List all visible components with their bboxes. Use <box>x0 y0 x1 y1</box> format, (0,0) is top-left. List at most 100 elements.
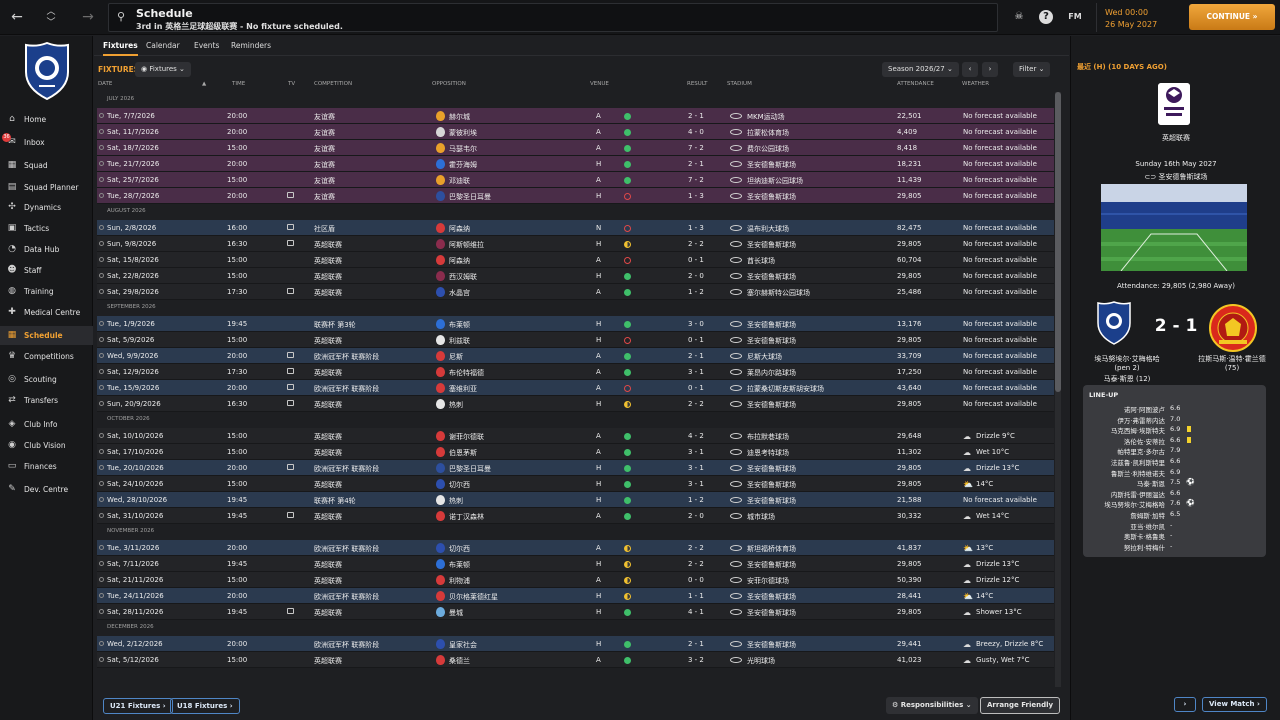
sidebar-item-schedule[interactable]: ▦ Schedule <box>0 326 93 345</box>
table-row[interactable]: Wed, 2/12/2026 20:00 欧洲冠军杯 联赛阶段 皇家社会 H 2 - 1 圣… <box>97 636 1054 652</box>
sidebar-item-competitions[interactable]: ♛ Competitions <box>0 347 93 366</box>
col-result[interactable]: RESULT <box>687 81 708 87</box>
fixture-opponent[interactable]: 阿斯顿维拉 <box>449 241 484 249</box>
row-select-icon[interactable] <box>99 257 104 262</box>
table-row[interactable]: Tue, 20/10/2026 20:00 欧洲冠军杯 联赛阶段 巴黎圣日耳曼 H 3 -… <box>97 460 1054 476</box>
fixture-opponent[interactable]: 布莱顿 <box>449 561 470 569</box>
fixture-opponent[interactable]: 尼斯 <box>449 353 463 361</box>
fixture-opponent[interactable]: 利物浦 <box>449 577 470 585</box>
fixture-opponent[interactable]: 布莱顿 <box>449 321 470 329</box>
row-select-icon[interactable] <box>99 353 104 358</box>
date-display[interactable]: Wed 00:00 26 May 2027 <box>1096 3 1178 32</box>
fixture-competition[interactable]: 英超联赛 <box>314 561 342 569</box>
table-row[interactable]: Sun, 2/8/2026 16:00 社区盾 阿森纳 N 1 - 3 温布利大球场 82,4… <box>97 220 1054 236</box>
fixture-competition[interactable]: 英超联赛 <box>314 657 342 665</box>
fixture-score[interactable]: 0 - 1 <box>688 336 704 344</box>
table-row[interactable]: Tue, 1/9/2026 19:45 联赛杯 第3轮 布莱顿 H 3 - 0 圣安德鲁斯球… <box>97 316 1054 332</box>
row-select-icon[interactable] <box>99 401 104 406</box>
player-name[interactable]: 内斯托雷·伊丽温达 <box>1110 490 1165 499</box>
fixture-score[interactable]: 3 - 1 <box>688 464 704 472</box>
fixture-score[interactable]: 0 - 0 <box>688 576 704 584</box>
fixture-competition[interactable]: 友谊赛 <box>314 161 335 169</box>
search-bar[interactable]: ⚲ Schedule 3rd in 英格兰足球超级联赛 - No fixture… <box>108 3 998 32</box>
lineup-player[interactable]: 鲁斯兰·利特维诺夫 6.9 <box>1083 468 1266 478</box>
row-select-icon[interactable] <box>99 145 104 150</box>
next-season-button[interactable]: › <box>982 62 998 77</box>
sidebar-item-squad-planner[interactable]: ▤ Squad Planner <box>0 178 93 197</box>
lineup-player[interactable]: 詹姆斯·加特 6.5 <box>1083 510 1266 520</box>
help-icon[interactable]: ? <box>1039 10 1053 24</box>
fixture-score[interactable]: 2 - 1 <box>688 160 704 168</box>
fixture-competition[interactable]: 英超联赛 <box>314 401 342 409</box>
fixture-opponent[interactable]: 赫尔城 <box>449 113 470 121</box>
view-match-button[interactable]: View Match › <box>1202 697 1267 712</box>
tab-reminders[interactable]: Reminders <box>231 41 271 50</box>
row-select-icon[interactable] <box>99 513 104 518</box>
fixture-competition[interactable]: 欧洲冠军杯 联赛阶段 <box>314 353 380 361</box>
fixture-opponent[interactable]: 水晶宫 <box>449 289 470 297</box>
fixture-score[interactable]: 3 - 2 <box>688 656 704 664</box>
player-name[interactable]: 亚当·维尔凯 <box>1130 522 1165 531</box>
table-row[interactable]: Tue, 7/7/2026 20:00 友谊赛 赫尔城 A 2 - 1 MKM运动场 22,5… <box>97 108 1054 124</box>
lineup-player[interactable]: 洛伦佐·安蒂拉 6.6 <box>1083 436 1266 446</box>
table-row[interactable]: Sat, 29/8/2026 17:30 英超联赛 水晶宫 A 1 - 2 塞尔赫斯特公园球… <box>97 284 1054 300</box>
table-row[interactable]: Sat, 17/10/2026 15:00 英超联赛 伯恩茅斯 A 3 - 1 迪恩考特球场… <box>97 444 1054 460</box>
fixture-opponent[interactable]: 热刺 <box>449 401 463 409</box>
fixture-score[interactable]: 1 - 3 <box>688 224 704 232</box>
lineup-player[interactable]: 法兹鲁·凯利斯特里 6.6 <box>1083 457 1266 467</box>
player-name[interactable]: 鲁斯兰·利特维诺夫 <box>1110 469 1165 478</box>
fixture-competition[interactable]: 英超联赛 <box>314 433 342 441</box>
fixture-competition[interactable]: 英超联赛 <box>314 577 342 585</box>
fixture-score[interactable]: 2 - 2 <box>688 240 704 248</box>
lineup-player[interactable]: 努拉利·特梅什 - <box>1083 542 1266 552</box>
fixture-competition[interactable]: 友谊赛 <box>314 193 335 201</box>
fixture-competition[interactable]: 联赛杯 第4轮 <box>314 497 356 505</box>
fixture-score[interactable]: 3 - 1 <box>688 480 704 488</box>
row-select-icon[interactable] <box>99 385 104 390</box>
table-row[interactable]: Tue, 21/7/2026 20:00 友谊赛 霍芬海姆 H 2 - 1 圣安德鲁斯球场 1… <box>97 156 1054 172</box>
fixture-competition[interactable]: 欧洲冠军杯 联赛阶段 <box>314 385 380 393</box>
col-attendance[interactable]: ATTENDANCE <box>897 81 934 87</box>
season-select[interactable]: Season 2026/27 ⌄ <box>882 62 959 77</box>
col-date[interactable]: DATE <box>98 81 113 87</box>
table-row[interactable]: Sat, 10/10/2026 15:00 英超联赛 谢菲尔德联 A 4 - 2 布拉默巷球… <box>97 428 1054 444</box>
fixture-opponent[interactable]: 巴黎圣日耳曼 <box>449 465 491 473</box>
sidebar-item-transfers[interactable]: ⇄ Transfers <box>0 391 93 410</box>
row-select-icon[interactable] <box>99 193 104 198</box>
fixture-score[interactable]: 2 - 0 <box>688 512 704 520</box>
fixture-competition[interactable]: 英超联赛 <box>314 273 342 281</box>
table-row[interactable]: Tue, 3/11/2026 20:00 欧洲冠军杯 联赛阶段 切尔西 A 2 - 2 斯坦… <box>97 540 1054 556</box>
table-row[interactable]: Tue, 24/11/2026 20:00 欧洲冠军杯 联赛阶段 贝尔格莱德红星 H 1 … <box>97 588 1054 604</box>
lineup-player[interactable]: 埃马努埃尔·艾梅格哈 7.6 ⚽ <box>1083 499 1266 509</box>
continue-button[interactable]: CONTINUE » <box>1189 4 1275 30</box>
sidebar-item-medical-centre[interactable]: ✚ Medical Centre <box>0 303 93 322</box>
history-down-icon[interactable]: ﹀ <box>46 18 56 28</box>
sidebar-item-tactics[interactable]: ▣ Tactics <box>0 219 93 238</box>
table-row[interactable]: Sat, 22/8/2026 15:00 英超联赛 西汉姆联 H 2 - 0 圣安德鲁斯球场… <box>97 268 1054 284</box>
table-row[interactable]: Sat, 25/7/2026 15:00 友谊赛 邓迪联 A 7 - 2 坦纳迪斯公园球场 1… <box>97 172 1054 188</box>
tab-calendar[interactable]: Calendar <box>146 41 180 50</box>
skull-icon[interactable]: ☠ <box>1014 11 1024 22</box>
fixture-opponent[interactable]: 切尔西 <box>449 545 470 553</box>
col-tv[interactable]: TV <box>288 81 296 87</box>
fixture-competition[interactable]: 友谊赛 <box>314 145 335 153</box>
col-opposition[interactable]: OPPOSITION <box>432 81 466 87</box>
fixture-score[interactable]: 2 - 1 <box>688 112 704 120</box>
fixture-opponent[interactable]: 谢菲尔德联 <box>449 433 484 441</box>
fixture-score[interactable]: 1 - 2 <box>688 496 704 504</box>
fixture-opponent[interactable]: 阿森纳 <box>449 225 470 233</box>
fixture-competition[interactable]: 英超联赛 <box>314 609 342 617</box>
player-name[interactable]: 诺阿·阿图波卢 <box>1123 406 1165 414</box>
row-select-icon[interactable] <box>99 449 104 454</box>
fixture-competition[interactable]: 英超联赛 <box>314 513 342 521</box>
table-row[interactable]: Sat, 24/10/2026 15:00 英超联赛 切尔西 H 3 - 1 圣安德鲁斯球场… <box>97 476 1054 492</box>
col-stadium[interactable]: STADIUM <box>727 81 752 87</box>
row-select-icon[interactable] <box>99 113 104 118</box>
arrange-friendly-button[interactable]: Arrange Friendly <box>980 697 1061 714</box>
lineup-player[interactable]: 马泰·斯恩 7.5 ⚽ <box>1083 478 1266 488</box>
fixture-competition[interactable]: 英超联赛 <box>314 289 342 297</box>
fixture-competition[interactable]: 英超联赛 <box>314 449 342 457</box>
sidebar-item-training[interactable]: ◍ Training <box>0 282 93 301</box>
fixture-score[interactable]: 1 - 3 <box>688 192 704 200</box>
row-select-icon[interactable] <box>99 465 104 470</box>
